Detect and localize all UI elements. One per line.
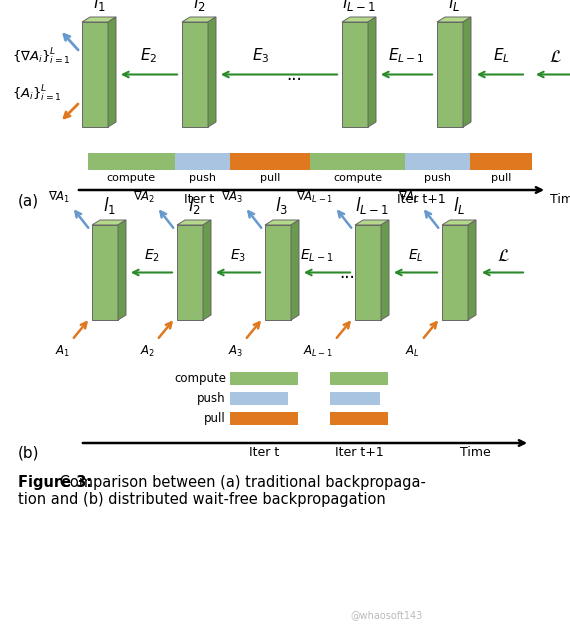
Text: $\nabla A_L$: $\nabla A_L$	[398, 190, 420, 205]
Polygon shape	[182, 17, 216, 22]
Polygon shape	[463, 17, 471, 127]
Polygon shape	[82, 17, 116, 22]
Text: $\mathcal{L}$: $\mathcal{L}$	[496, 247, 510, 265]
Text: ...: ...	[339, 263, 355, 281]
Polygon shape	[108, 17, 116, 127]
Bar	[442, 225, 468, 320]
Bar	[342, 22, 368, 127]
Bar	[230, 412, 298, 425]
Text: (a): (a)	[18, 193, 39, 208]
Text: compute: compute	[107, 173, 156, 183]
Text: Iter t: Iter t	[184, 193, 214, 206]
Text: push: push	[424, 173, 451, 183]
Bar	[405, 153, 470, 170]
Bar	[330, 372, 388, 385]
Bar	[437, 22, 463, 127]
Text: $E_{L-1}$: $E_{L-1}$	[388, 47, 425, 65]
Polygon shape	[355, 220, 389, 225]
Polygon shape	[203, 220, 211, 320]
Text: $E_L$: $E_L$	[408, 248, 424, 265]
Text: $A_2$: $A_2$	[140, 344, 155, 359]
Bar	[470, 153, 532, 170]
Text: $E_2$: $E_2$	[144, 248, 160, 265]
Text: $l_{L-1}$: $l_{L-1}$	[355, 195, 389, 216]
Text: (b): (b)	[18, 446, 39, 461]
Polygon shape	[118, 220, 126, 320]
Polygon shape	[368, 17, 376, 127]
Text: $l_{L-1}$: $l_{L-1}$	[342, 0, 376, 13]
Bar	[82, 22, 108, 127]
Polygon shape	[442, 220, 476, 225]
Text: $A_1$: $A_1$	[55, 344, 70, 359]
Text: $E_3$: $E_3$	[230, 248, 246, 265]
Text: $l_2$: $l_2$	[188, 195, 201, 216]
Text: $\mathcal{L}$: $\mathcal{L}$	[548, 47, 561, 65]
Polygon shape	[342, 17, 376, 22]
Text: Time: Time	[460, 446, 491, 459]
Text: @whaosoft143: @whaosoft143	[350, 610, 422, 620]
Text: $A_L$: $A_L$	[405, 344, 420, 359]
Bar	[330, 412, 388, 425]
Polygon shape	[437, 17, 471, 22]
Text: pull: pull	[491, 173, 511, 183]
Text: Iter t: Iter t	[249, 446, 279, 459]
Text: $A_{L-1}$: $A_{L-1}$	[303, 344, 333, 359]
Text: pull: pull	[204, 412, 226, 425]
Text: $E_3$: $E_3$	[253, 47, 270, 65]
Text: pull: pull	[260, 173, 280, 183]
Text: $l_1$: $l_1$	[92, 0, 105, 13]
Polygon shape	[208, 17, 216, 127]
Text: $\nabla A_2$: $\nabla A_2$	[133, 190, 155, 205]
Text: $l_2$: $l_2$	[193, 0, 205, 13]
Bar	[88, 153, 174, 170]
Text: compute: compute	[333, 173, 382, 183]
Bar	[174, 153, 230, 170]
Polygon shape	[381, 220, 389, 320]
Text: $A_3$: $A_3$	[228, 344, 243, 359]
Text: $E_{L-1}$: $E_{L-1}$	[300, 248, 333, 265]
Bar	[310, 153, 405, 170]
Bar	[182, 22, 208, 127]
Polygon shape	[265, 220, 299, 225]
Text: push: push	[197, 392, 226, 405]
Text: $\nabla A_1$: $\nabla A_1$	[47, 190, 70, 205]
Bar	[230, 153, 310, 170]
Text: $\nabla A_{L-1}$: $\nabla A_{L-1}$	[296, 190, 333, 205]
Polygon shape	[291, 220, 299, 320]
Text: ...: ...	[286, 65, 302, 83]
Text: $\nabla A_3$: $\nabla A_3$	[221, 190, 243, 205]
Polygon shape	[468, 220, 476, 320]
Text: $l_L$: $l_L$	[453, 195, 465, 216]
Bar	[265, 225, 291, 320]
Text: Iter t+1: Iter t+1	[397, 193, 445, 206]
Text: $l_L$: $l_L$	[448, 0, 460, 13]
Bar	[230, 392, 288, 405]
Text: $E_L$: $E_L$	[492, 47, 510, 65]
Bar	[330, 392, 380, 405]
Bar	[92, 225, 118, 320]
Text: $\{\nabla A_i\}_{i=1}^L$: $\{\nabla A_i\}_{i=1}^L$	[12, 47, 71, 67]
Text: push: push	[189, 173, 216, 183]
Text: compute: compute	[174, 372, 226, 385]
Polygon shape	[92, 220, 126, 225]
Bar	[177, 225, 203, 320]
Text: Comparison between (a) traditional backpropaga-
tion and (b) distributed wait-fr: Comparison between (a) traditional backp…	[18, 475, 426, 508]
Text: $\{A_i\}_{i=1}^L$: $\{A_i\}_{i=1}^L$	[12, 84, 62, 104]
Bar	[230, 372, 298, 385]
Text: Figure 3:: Figure 3:	[18, 475, 92, 490]
Bar	[355, 225, 381, 320]
Text: $l_3$: $l_3$	[275, 195, 288, 216]
Text: Iter t+1: Iter t+1	[335, 446, 384, 459]
Text: $E_2$: $E_2$	[140, 47, 158, 65]
Polygon shape	[177, 220, 211, 225]
Text: $l_1$: $l_1$	[103, 195, 116, 216]
Text: Time: Time	[550, 193, 570, 206]
